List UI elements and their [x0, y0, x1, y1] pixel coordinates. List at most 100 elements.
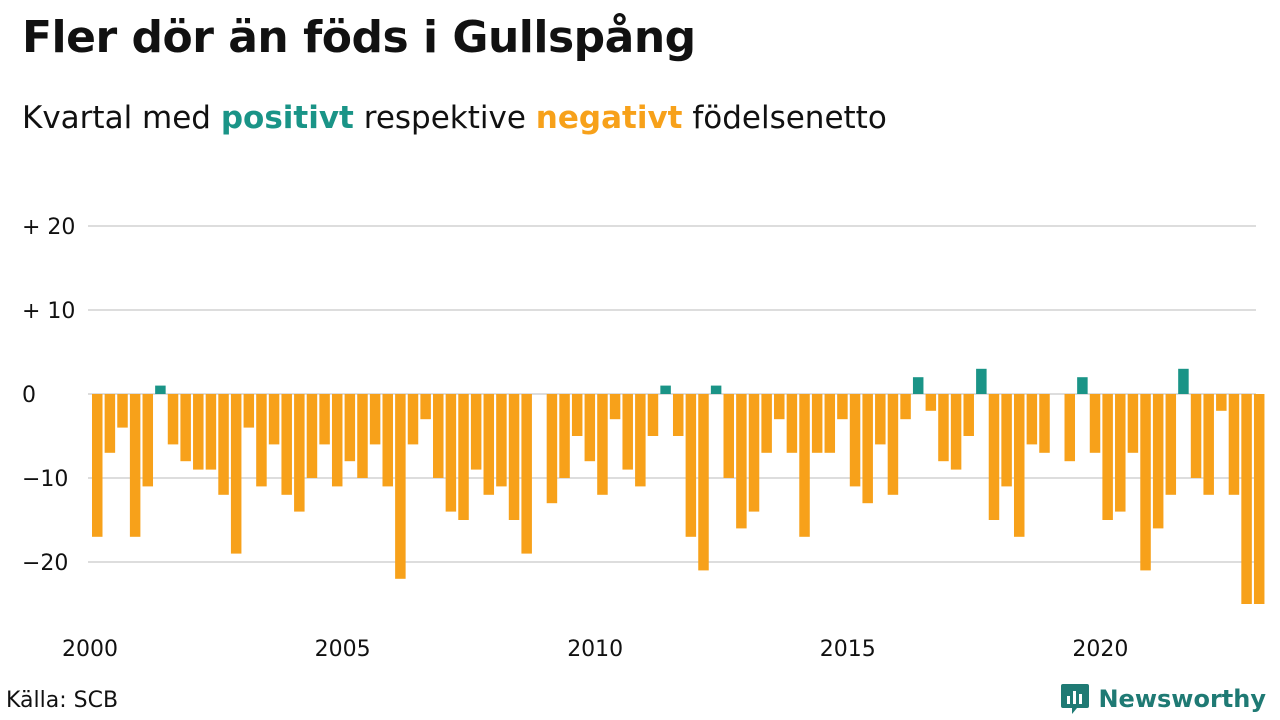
bar — [1203, 394, 1214, 495]
bar-chart: + 20 + 10 0 −10 −20 2000 2005 2010 2015 2020 — [22, 215, 1265, 662]
bar — [1190, 394, 1202, 478]
subtitle-middle: respektive — [363, 100, 526, 136]
y-axis-ticks: + 20 + 10 0 −10 −20 — [22, 215, 75, 576]
bar — [445, 394, 457, 512]
bar — [799, 394, 810, 537]
bar — [117, 394, 128, 428]
bar — [92, 394, 103, 537]
bar — [1127, 394, 1139, 453]
bar — [1140, 394, 1151, 571]
bar — [407, 394, 419, 445]
bar — [382, 394, 393, 487]
bar — [925, 394, 937, 411]
bar — [635, 394, 646, 487]
bar — [1178, 368, 1189, 394]
x-tick-label: 2005 — [315, 637, 371, 662]
bar — [748, 394, 760, 512]
bar — [1216, 394, 1227, 411]
brand-logo[interactable]: Newsworthy — [1060, 682, 1266, 716]
chart-subtitle: Kvartal med positivt respektive negativt… — [22, 100, 887, 136]
bars — [92, 368, 1265, 604]
chart-title: Fler dör än föds i Gullspång — [22, 12, 696, 63]
bar — [887, 394, 899, 495]
y-tick-label: + 20 — [22, 215, 75, 240]
bar — [306, 394, 318, 478]
bar — [1115, 394, 1126, 512]
bar — [698, 394, 709, 571]
bar — [155, 385, 166, 394]
bar — [976, 368, 987, 394]
x-tick-label: 2000 — [62, 637, 118, 662]
bar — [344, 394, 356, 462]
bar — [647, 394, 659, 436]
bar — [319, 394, 330, 445]
bar — [268, 394, 280, 445]
bar — [900, 394, 911, 420]
source-note: Källa: SCB — [6, 688, 119, 713]
bar — [142, 394, 154, 487]
bar — [685, 394, 697, 537]
bar — [672, 394, 684, 436]
bar — [849, 394, 861, 487]
bar — [1026, 394, 1038, 445]
bar — [1064, 394, 1076, 462]
bar — [256, 394, 267, 487]
brand-name: Newsworthy — [1098, 685, 1266, 713]
bar — [1253, 394, 1265, 604]
y-tick-label: + 10 — [22, 299, 75, 324]
bar — [584, 394, 596, 462]
bar — [912, 377, 924, 394]
bar — [395, 394, 406, 579]
bar — [331, 394, 343, 487]
bar — [508, 394, 520, 520]
bar — [710, 385, 722, 394]
bar — [786, 394, 798, 453]
bar — [774, 394, 785, 420]
bar — [193, 394, 204, 470]
bar — [357, 394, 368, 478]
subtitle-suffix: födelsenetto — [692, 100, 887, 136]
bar — [294, 394, 305, 512]
bar — [1165, 394, 1177, 495]
x-tick-label: 2015 — [820, 637, 876, 662]
bar — [1152, 394, 1164, 529]
bar — [1013, 394, 1025, 537]
bar — [1077, 377, 1088, 394]
bar — [546, 394, 558, 504]
bar — [1001, 394, 1012, 487]
subtitle-prefix: Kvartal med — [22, 100, 211, 136]
y-tick-label: 0 — [22, 383, 36, 408]
bar — [218, 394, 229, 495]
bar — [736, 394, 747, 529]
bar — [938, 394, 949, 462]
bar — [622, 394, 633, 470]
bar — [281, 394, 292, 495]
bar — [205, 394, 217, 470]
bar — [811, 394, 823, 453]
bar — [559, 394, 570, 478]
bar — [824, 394, 836, 453]
bar — [609, 394, 621, 420]
bar — [420, 394, 431, 420]
bar — [180, 394, 191, 462]
bar — [458, 394, 469, 520]
bar — [862, 394, 873, 504]
y-tick-label: −20 — [22, 551, 68, 576]
bar — [496, 394, 507, 487]
bar — [1039, 394, 1050, 453]
bar — [167, 394, 179, 445]
bar — [963, 394, 974, 436]
subtitle-negative: negativt — [535, 100, 683, 136]
bar — [1228, 394, 1240, 495]
bar — [837, 394, 848, 420]
bar — [433, 394, 444, 478]
bar — [723, 394, 734, 478]
bar — [243, 394, 255, 428]
bar — [597, 394, 608, 495]
bar — [470, 394, 482, 470]
bar — [129, 394, 141, 537]
bar — [483, 394, 495, 495]
subtitle-positive: positivt — [220, 100, 354, 136]
bar — [369, 394, 381, 445]
bar — [571, 394, 583, 436]
